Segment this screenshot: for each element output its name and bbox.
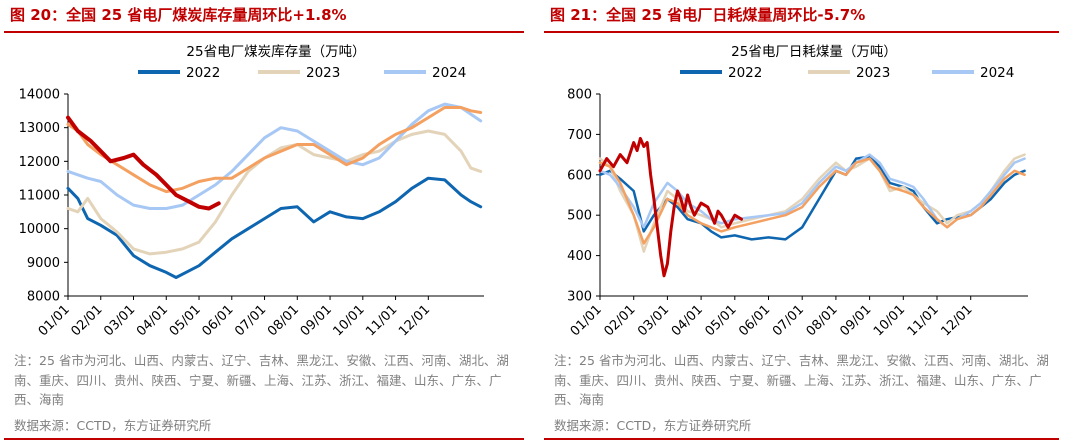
series-line-series-3 — [66, 106, 483, 194]
legend-label-2024: 2024 — [980, 65, 1014, 81]
legend-label-2023: 2023 — [856, 65, 890, 81]
series-line-2022 — [66, 176, 483, 279]
y-tick-label: 600 — [567, 168, 592, 183]
series-line-2023 — [66, 129, 483, 256]
series-line-series-4 — [598, 136, 743, 278]
y-tick-label: 13000 — [19, 121, 60, 136]
series-line-2024 — [66, 102, 483, 210]
chart-note: 注：25 省市为河北、山西、内蒙古、辽宁、吉林、黑龙江、安徽、江西、河南、湖北、… — [554, 353, 1049, 407]
x-tick-label: 09/01 — [298, 302, 335, 339]
bottom-rule — [544, 438, 1059, 440]
series-line-2023 — [598, 153, 1026, 253]
x-tick-label: 08/01 — [265, 302, 302, 339]
legend-label-2022: 2022 — [186, 65, 220, 81]
series-line-2024 — [598, 153, 1026, 229]
y-tick-label: 10000 — [19, 222, 60, 237]
y-tick-label: 400 — [567, 249, 592, 264]
y-tick-label: 9000 — [27, 256, 60, 271]
y-tick-label: 12000 — [19, 155, 60, 170]
x-tick-label: 01/01 — [36, 302, 73, 339]
x-tick-label: 05/01 — [703, 302, 740, 339]
y-tick-label: 700 — [567, 128, 592, 143]
figure-title: 图 21：全国 25 省电厂日耗煤量周环比-5.7% — [550, 6, 866, 24]
x-tick-label: 07/01 — [770, 302, 807, 339]
x-tick-label: 11/01 — [363, 302, 400, 339]
series-line-series-3 — [598, 157, 1026, 245]
left-panel: 图 20：全国 25 省电厂煤炭库存量周环比+1.8% 25省电厂煤炭库存量（万… — [0, 0, 532, 444]
series-line-series-4 — [66, 115, 221, 211]
data-source: 数据来源：CCTD，东方证券研究所 — [554, 418, 752, 433]
y-tick-label: 14000 — [19, 88, 60, 103]
data-source: 数据来源：CCTD，东方证券研究所 — [14, 418, 212, 433]
figure-title: 图 20：全国 25 省电厂煤炭库存量周环比+1.8% — [10, 6, 347, 24]
x-tick-label: 07/01 — [232, 302, 269, 339]
x-tick-label: 01/01 — [568, 302, 605, 339]
x-tick-label: 09/01 — [837, 302, 874, 339]
top-rule — [4, 31, 524, 33]
legend-label-2022: 2022 — [728, 65, 762, 81]
top-rule — [544, 31, 1059, 33]
right-panel: 图 21：全国 25 省电厂日耗煤量周环比-5.7% 25省电厂日耗煤量（万吨）… — [540, 0, 1067, 444]
y-tick-label: 500 — [567, 209, 592, 224]
x-tick-label: 11/01 — [905, 302, 942, 339]
x-tick-label: 12/01 — [938, 302, 975, 339]
x-tick-label: 10/01 — [331, 302, 368, 339]
x-tick-label: 02/01 — [601, 302, 638, 339]
chart-title: 25省电厂日耗煤量（万吨） — [731, 44, 897, 60]
legend-label-2023: 2023 — [306, 65, 340, 81]
y-tick-label: 11000 — [19, 189, 60, 204]
x-tick-label: 02/01 — [68, 302, 105, 339]
x-tick-label: 06/01 — [200, 302, 237, 339]
x-tick-label: 10/01 — [871, 302, 908, 339]
x-tick-label: 03/01 — [101, 302, 138, 339]
chart-consumption: 25省电厂日耗煤量（万吨） 2022 2023 2024 300 400 500 600 700… — [567, 44, 1028, 339]
x-tick-label: 06/01 — [736, 302, 773, 339]
chart-note: 注：25 省市为河北、山西、内蒙古、辽宁、吉林、黑龙江、安徽、江西、河南、湖北、… — [14, 353, 509, 407]
y-tick-label: 800 — [567, 88, 592, 103]
x-tick-label: 08/01 — [804, 302, 841, 339]
x-tick-label: 04/01 — [134, 302, 171, 339]
x-tick-label: 03/01 — [635, 302, 672, 339]
y-tick-label: 300 — [567, 290, 592, 305]
bottom-rule — [4, 438, 524, 440]
x-tick-label: 04/01 — [669, 302, 706, 339]
x-tick-label: 12/01 — [396, 302, 433, 339]
x-tick-label: 05/01 — [167, 302, 204, 339]
chart-stock: 25省电厂煤炭库存量（万吨） 2022 2023 2024 8000 9000 10000 1… — [19, 44, 484, 339]
legend-label-2024: 2024 — [432, 65, 466, 81]
y-tick-label: 8000 — [27, 290, 60, 305]
chart-title: 25省电厂煤炭库存量（万吨） — [186, 44, 365, 60]
